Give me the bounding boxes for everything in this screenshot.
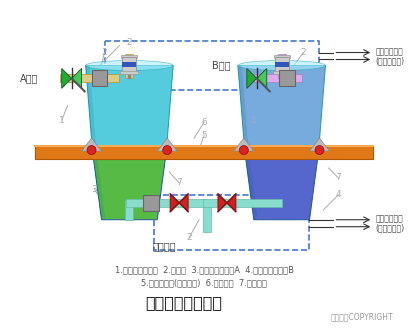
Text: 7: 7	[176, 178, 182, 187]
Text: 去反应塔: 去反应塔	[152, 242, 176, 252]
FancyBboxPatch shape	[254, 74, 302, 82]
FancyBboxPatch shape	[125, 200, 134, 220]
Text: (从计算机来): (从计算机来)	[375, 56, 404, 65]
Polygon shape	[82, 138, 102, 151]
FancyBboxPatch shape	[275, 63, 289, 68]
Polygon shape	[170, 194, 179, 212]
Text: 荷重传感器的应用: 荷重传感器的应用	[145, 295, 223, 310]
FancyBboxPatch shape	[279, 71, 295, 86]
Text: A液体: A液体	[19, 73, 38, 83]
Text: 7: 7	[335, 173, 341, 182]
FancyBboxPatch shape	[122, 57, 136, 72]
Text: 混合比例信号: 混合比例信号	[375, 214, 403, 223]
Polygon shape	[238, 66, 326, 152]
FancyBboxPatch shape	[127, 199, 206, 207]
Text: 1.电动比例调节阀  2.膨胀节  3.化学原料储液罐A  4.化学原料储液罐B: 1.电动比例调节阀 2.膨胀节 3.化学原料储液罐A 4.化学原料储液罐B	[115, 265, 293, 274]
Polygon shape	[179, 194, 188, 212]
Text: 东方仿真COPYRIGHT: 东方仿真COPYRIGHT	[330, 313, 393, 322]
Circle shape	[239, 146, 248, 155]
Text: 2: 2	[102, 48, 107, 57]
FancyBboxPatch shape	[60, 74, 120, 82]
Text: 1: 1	[59, 116, 65, 125]
Polygon shape	[62, 69, 72, 88]
Polygon shape	[257, 69, 267, 88]
Text: 2: 2	[127, 38, 132, 47]
Text: 3: 3	[92, 185, 97, 194]
Polygon shape	[72, 69, 82, 88]
FancyBboxPatch shape	[122, 63, 136, 68]
FancyBboxPatch shape	[92, 71, 108, 86]
Polygon shape	[218, 194, 227, 212]
Text: 液面控制信号: 液面控制信号	[375, 47, 403, 56]
FancyBboxPatch shape	[121, 55, 137, 58]
Text: 4: 4	[336, 190, 341, 199]
Polygon shape	[309, 138, 330, 151]
Circle shape	[315, 146, 324, 155]
Text: 1: 1	[251, 116, 257, 125]
Text: B液体: B液体	[212, 61, 231, 71]
Polygon shape	[238, 66, 258, 220]
Text: 5.荷重传感器(每罐四只)  6.支撑结构  7.支撑平台: 5.荷重传感器(每罐四只) 6.支撑结构 7.支撑平台	[141, 278, 267, 287]
Polygon shape	[85, 66, 173, 152]
FancyBboxPatch shape	[120, 71, 139, 74]
FancyBboxPatch shape	[35, 146, 373, 159]
Polygon shape	[247, 69, 257, 88]
Polygon shape	[227, 194, 236, 212]
Polygon shape	[92, 152, 166, 220]
FancyBboxPatch shape	[278, 54, 286, 78]
FancyBboxPatch shape	[143, 195, 159, 211]
Polygon shape	[157, 138, 177, 151]
Text: 5: 5	[201, 131, 207, 140]
Ellipse shape	[238, 61, 326, 71]
Text: 2: 2	[186, 233, 192, 242]
Circle shape	[87, 146, 96, 155]
Polygon shape	[234, 138, 254, 151]
Text: 2: 2	[301, 48, 306, 57]
Polygon shape	[85, 66, 106, 220]
FancyBboxPatch shape	[203, 199, 282, 207]
FancyBboxPatch shape	[203, 207, 211, 232]
FancyBboxPatch shape	[274, 55, 290, 58]
Text: (从计算机来): (从计算机来)	[375, 223, 404, 232]
Polygon shape	[245, 152, 319, 220]
Text: 6: 6	[201, 118, 207, 127]
FancyBboxPatch shape	[125, 54, 134, 78]
Ellipse shape	[85, 61, 173, 71]
FancyBboxPatch shape	[273, 71, 291, 74]
Circle shape	[163, 146, 172, 155]
FancyBboxPatch shape	[275, 57, 289, 72]
